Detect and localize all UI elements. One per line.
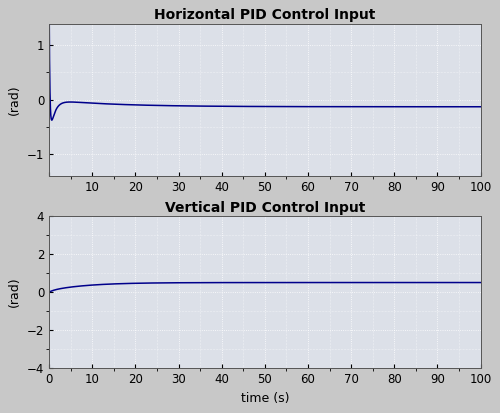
Y-axis label: (rad): (rad) xyxy=(8,277,22,307)
Y-axis label: (rad): (rad) xyxy=(8,84,22,115)
Title: Vertical PID Control Input: Vertical PID Control Input xyxy=(164,201,365,215)
X-axis label: time (s): time (s) xyxy=(240,392,289,405)
Title: Horizontal PID Control Input: Horizontal PID Control Input xyxy=(154,8,376,22)
